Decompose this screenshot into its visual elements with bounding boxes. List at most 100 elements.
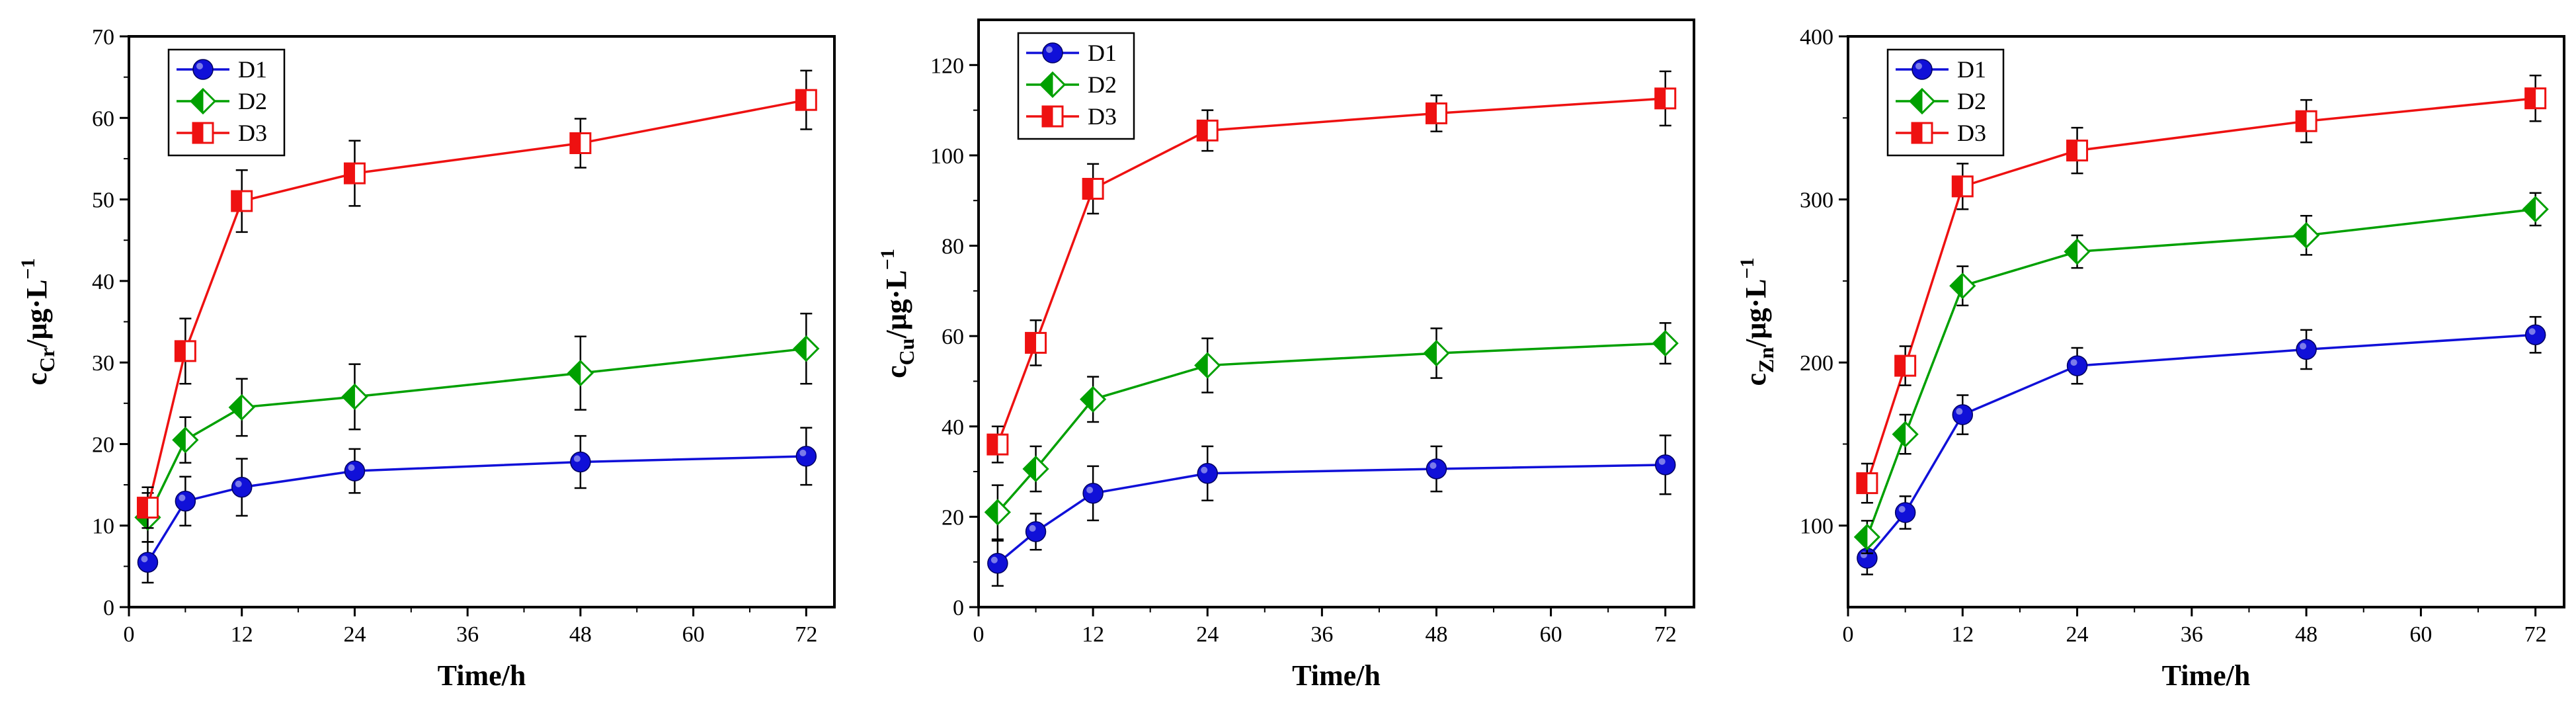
series-d3 [1856, 74, 2547, 504]
x-tick-label: 48 [569, 622, 592, 647]
x-tick-label: 0 [973, 622, 985, 647]
series-line-d3 [996, 97, 1666, 445]
legend-marker-d2-half [1910, 88, 1923, 114]
legend-marker-d2-half [1040, 71, 1053, 98]
y-tick-label: 40 [942, 415, 964, 440]
x-tick-label: 72 [795, 622, 817, 647]
data-point-d1-highlight [1201, 466, 1208, 474]
data-point-d1-highlight [141, 556, 148, 563]
x-tick-label: 0 [124, 622, 135, 647]
y-axis-title-sup: −1 [17, 258, 39, 279]
series-d3 [136, 69, 817, 529]
data-point-d1-highlight [2528, 328, 2536, 335]
y-tick-label: 40 [92, 270, 114, 294]
x-tick-label: 48 [1425, 622, 1447, 647]
legend-marker-d1 [1042, 42, 1063, 63]
data-point-d1-highlight [179, 494, 186, 501]
y-axis-title-main: c [880, 365, 912, 378]
legend-label-d3: D3 [1957, 120, 1986, 146]
data-point-d2-half [2294, 222, 2307, 249]
data-point-d2-half [568, 360, 581, 386]
y-axis-title-unit: /μg·L [20, 280, 53, 349]
data-point-d2-half [985, 499, 998, 525]
data-point-d1-highlight [1086, 486, 1094, 493]
y-axis-title-main: c [20, 372, 53, 386]
series-line-d1 [1866, 333, 2536, 560]
y-tick-label: 0 [953, 596, 964, 620]
y-tick-label: 200 [1800, 351, 1833, 376]
x-axis-title: Time/h [438, 659, 526, 692]
data-point-d2-half [1080, 386, 1094, 412]
data-point-d2-half [2522, 196, 2536, 222]
data-point-d1-highlight [235, 480, 242, 487]
series-d1 [137, 427, 817, 584]
series-d2 [134, 312, 820, 543]
series-d1 [987, 435, 1676, 587]
data-point-d3-half [231, 190, 243, 212]
y-tick-label: 20 [92, 433, 114, 457]
data-point-d1-highlight [2070, 359, 2077, 366]
data-point-d3-half [137, 497, 148, 518]
y-axis-title-sup: −1 [1736, 258, 1758, 279]
data-point-d1-highlight [1429, 462, 1437, 469]
chart-cr: 0 12 24 36 48 60 72 0 10 20 30 40 50 60 70 Time/h cCr/μg… [17, 25, 836, 692]
data-point-d1 [137, 552, 159, 573]
data-point-d3-half [1082, 178, 1094, 199]
chart-panel-zn: 0 12 24 36 48 60 72 100 200 300 400 Time/h cZn/μg·L−… [1719, 0, 2576, 705]
data-point-d2-half [1950, 273, 1963, 299]
x-tick-label: 60 [2409, 622, 2432, 647]
data-point-d3-half [1655, 88, 1666, 109]
data-point-d3-half [570, 133, 581, 154]
data-point-d1 [570, 451, 591, 473]
data-point-d1 [2524, 324, 2546, 345]
x-axis-title: Time/h [2162, 659, 2251, 692]
legend-label-d2: D2 [1088, 71, 1117, 98]
y-axis-title: cCr/μg·L−1 [17, 258, 59, 385]
data-point-d1 [231, 477, 253, 498]
data-point-d1-highlight [573, 455, 581, 462]
legend-label-d3: D3 [1088, 103, 1117, 130]
data-point-d1 [1654, 454, 1676, 476]
legend-box [167, 48, 286, 157]
y-axis-title-sub: Zn [1754, 347, 1778, 373]
legend-marker-d3-half [1042, 106, 1053, 127]
y-tick-label: 70 [92, 25, 114, 50]
data-point-d3-half [2525, 88, 2536, 109]
data-point-d1-highlight [2300, 343, 2307, 350]
series-line-d2 [996, 342, 1666, 513]
series-d2 [984, 322, 1679, 540]
x-tick-label: 24 [343, 622, 366, 647]
data-point-d2-half [793, 335, 807, 362]
x-tick-label: 24 [1196, 622, 1219, 647]
series-line-d3 [1866, 97, 2536, 484]
data-point-d3-half [1857, 473, 1868, 494]
x-tick-label: 12 [231, 622, 253, 647]
data-point-d1 [2296, 339, 2317, 360]
data-point-d1-highlight [1956, 408, 1963, 415]
x-tick-label: 72 [1654, 622, 1677, 647]
data-point-d2-half [229, 394, 243, 421]
data-point-d1-highlight [799, 449, 807, 456]
legend-box [1017, 32, 1135, 140]
data-point-d1 [1082, 483, 1104, 504]
x-tick-label: 60 [682, 622, 705, 647]
data-point-d1 [2066, 355, 2088, 376]
series-line-d1 [146, 455, 807, 563]
y-tick-label: 100 [930, 144, 964, 169]
y-axis-title-unit: /μg·L [880, 270, 912, 339]
y-tick-label: 300 [1800, 188, 1833, 213]
y-tick-label: 60 [92, 106, 114, 131]
series-d1 [1857, 315, 2546, 575]
data-point-d1 [1025, 521, 1047, 542]
x-tick-label: 24 [2066, 622, 2089, 647]
legend-label-d1: D1 [1088, 40, 1117, 66]
series-line-d3 [146, 99, 807, 509]
data-point-d3-half [2067, 140, 2078, 161]
y-tick-label: 120 [930, 54, 964, 78]
data-point-d3-half [1426, 103, 1437, 124]
data-point-d1-highlight [1658, 458, 1666, 465]
y-tick-label: 30 [92, 351, 114, 376]
data-point-d2-half [342, 384, 355, 410]
data-point-d2-half [1023, 456, 1037, 482]
